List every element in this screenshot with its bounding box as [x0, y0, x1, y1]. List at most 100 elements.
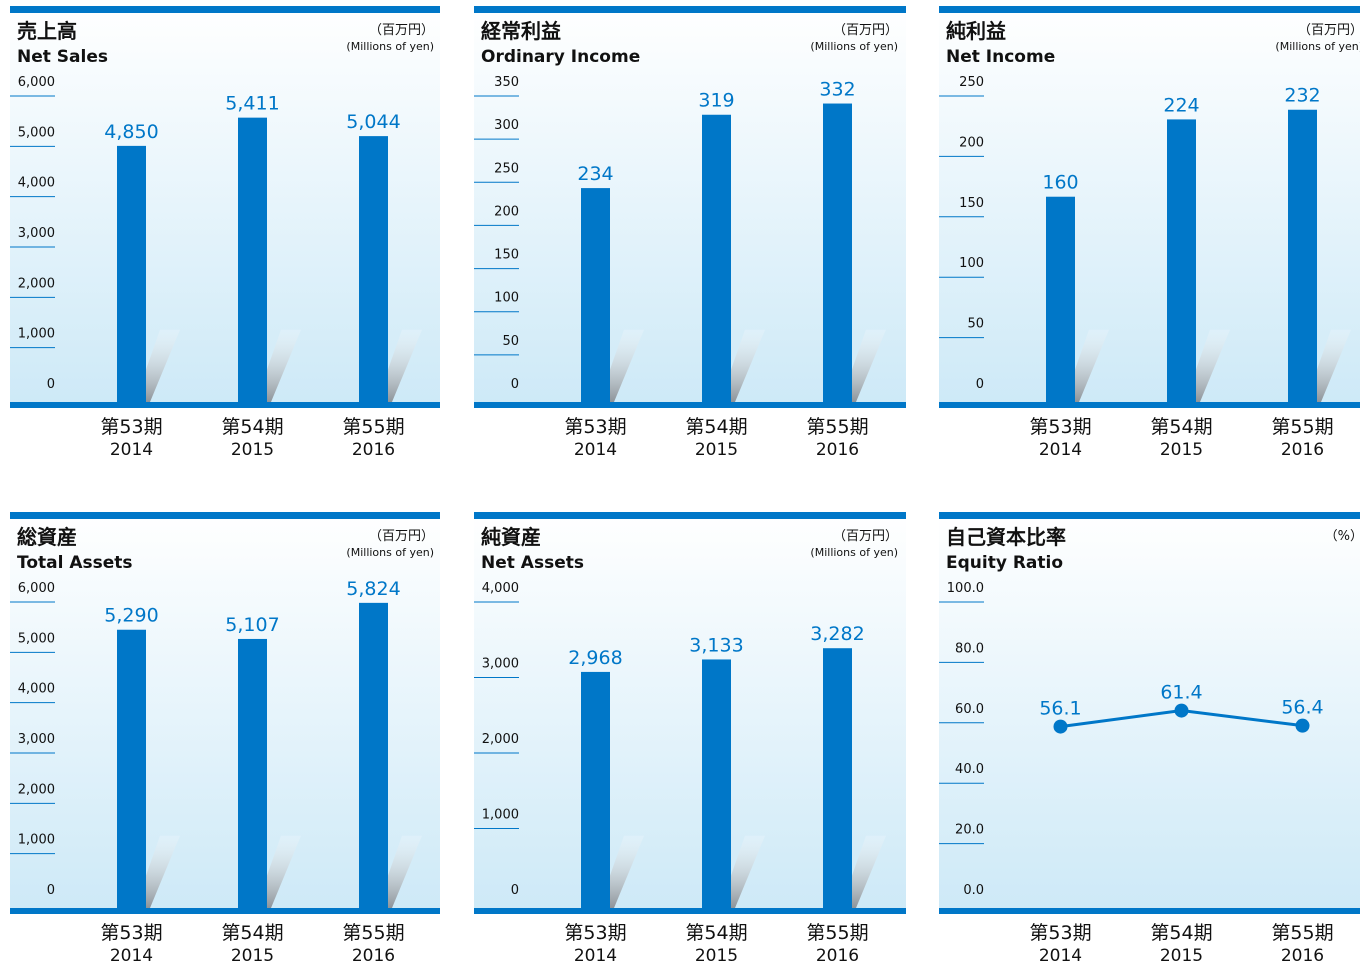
data-label: 5,824	[346, 578, 400, 600]
chart-subtitle: Total Assets	[17, 553, 133, 573]
bar	[117, 629, 146, 908]
data-label: 3,282	[810, 623, 864, 645]
chart-panel: 経常利益 Ordinary Income （百万円） (Millions of yen…	[474, 6, 906, 460]
data-label: 5,044	[346, 111, 400, 133]
x-tick-label: 第54期	[1150, 922, 1212, 944]
y-tick-label: 250	[959, 75, 984, 90]
data-point	[1174, 703, 1189, 718]
y-tick-label: 0	[511, 377, 519, 392]
chart-title: 自己資本比率	[946, 525, 1066, 549]
data-label: 224	[1163, 94, 1199, 116]
y-tick-label: 4,000	[482, 581, 519, 596]
x-year-label: 2015	[231, 946, 274, 966]
x-tick-label: 第53期	[100, 416, 162, 438]
y-tick-label: 100	[959, 256, 984, 271]
x-year-label: 2015	[1160, 946, 1203, 966]
unit-label-jp: （百万円）	[1298, 23, 1360, 38]
data-label: 319	[698, 90, 734, 112]
y-tick-label: 200	[494, 204, 519, 219]
y-tick-label: 20.0	[955, 823, 984, 838]
bar	[238, 638, 267, 908]
chart-title: 純利益	[946, 19, 1006, 43]
x-tick-label: 第54期	[685, 922, 747, 944]
x-tick-label: 第55期	[806, 922, 868, 944]
bar-shadow	[852, 835, 886, 908]
x-tick-label: 第55期	[806, 416, 868, 438]
unit-label-en: (Millions of yen)	[810, 546, 898, 559]
data-label: 332	[819, 79, 855, 101]
y-tick-label: 3,000	[482, 657, 519, 672]
data-point	[1053, 719, 1068, 734]
x-year-label: 2016	[352, 440, 395, 460]
bar-shadow	[1075, 329, 1109, 402]
chart-subtitle: Equity Ratio	[946, 553, 1063, 573]
unit-label-jp: （%）	[1325, 529, 1360, 544]
data-label: 5,411	[225, 93, 279, 115]
y-tick-label: 4,000	[18, 682, 55, 697]
y-tick-label: 100	[494, 291, 519, 306]
data-label: 56.1	[1039, 698, 1081, 720]
unit-label-jp: （百万円）	[369, 23, 434, 38]
y-tick-label: 2,000	[18, 782, 55, 797]
y-tick-label: 5,000	[18, 631, 55, 646]
bar-shadow	[731, 329, 765, 402]
panel-header-bar	[474, 512, 906, 519]
data-label: 234	[577, 163, 613, 185]
bar-shadow	[267, 835, 301, 908]
y-tick-label: 50	[502, 334, 519, 349]
panel-header-bar	[10, 6, 440, 13]
y-tick-label: 0	[47, 377, 55, 392]
bar	[1288, 109, 1317, 402]
y-tick-label: 350	[494, 75, 519, 90]
bar	[702, 659, 731, 908]
data-label: 56.4	[1281, 697, 1323, 719]
data-label: 232	[1284, 85, 1320, 107]
y-tick-label: 250	[494, 161, 519, 176]
y-tick-label: 4,000	[18, 176, 55, 191]
panel-header-bar	[939, 512, 1360, 519]
bar	[581, 188, 610, 402]
x-year-label: 2015	[231, 440, 274, 460]
chart-baseline	[10, 402, 440, 408]
y-tick-label: 6,000	[18, 75, 55, 90]
unit-label-en: (Millions of yen)	[810, 40, 898, 53]
x-year-label: 2014	[1039, 440, 1082, 460]
x-tick-label: 第55期	[342, 416, 404, 438]
y-tick-label: 3,000	[18, 732, 55, 747]
y-tick-label: 80.0	[955, 641, 984, 656]
x-year-label: 2015	[1160, 440, 1203, 460]
x-year-label: 2014	[110, 440, 153, 460]
chart-title: 売上高	[17, 19, 77, 43]
x-tick-label: 第54期	[221, 922, 283, 944]
chart-title: 総資産	[17, 525, 77, 549]
x-tick-label: 第53期	[100, 922, 162, 944]
x-tick-label: 第55期	[1271, 416, 1333, 438]
bar	[702, 114, 731, 403]
bar	[1046, 196, 1075, 402]
chart-panel: 売上高 Net Sales （百万円） (Millions of yen) 0 1,000…	[10, 6, 440, 460]
bar	[581, 671, 610, 908]
bar-shadow	[146, 835, 180, 908]
y-tick-label: 50	[967, 317, 984, 332]
chart-subtitle: Ordinary Income	[481, 47, 640, 67]
x-year-label: 2014	[574, 946, 617, 966]
bar	[359, 602, 388, 908]
bar	[823, 648, 852, 908]
y-tick-label: 100.0	[947, 581, 984, 596]
panel-header-bar	[939, 6, 1360, 13]
x-tick-label: 第53期	[564, 922, 626, 944]
chart-panel: 純利益 Net Income （百万円） (Millions of yen) 0 50 10…	[939, 6, 1360, 460]
y-tick-label: 0	[47, 883, 55, 898]
unit-label-en: (Millions of yen)	[1275, 40, 1360, 53]
data-label: 3,133	[689, 634, 743, 656]
x-tick-label: 第54期	[685, 416, 747, 438]
y-tick-label: 6,000	[18, 581, 55, 596]
y-tick-label: 2,000	[18, 276, 55, 291]
y-tick-label: 1,000	[18, 327, 55, 342]
chart-baseline	[474, 908, 906, 914]
bar	[823, 103, 852, 402]
chart-baseline	[939, 908, 1360, 914]
x-year-label: 2014	[574, 440, 617, 460]
unit-label-jp: （百万円）	[833, 23, 898, 38]
